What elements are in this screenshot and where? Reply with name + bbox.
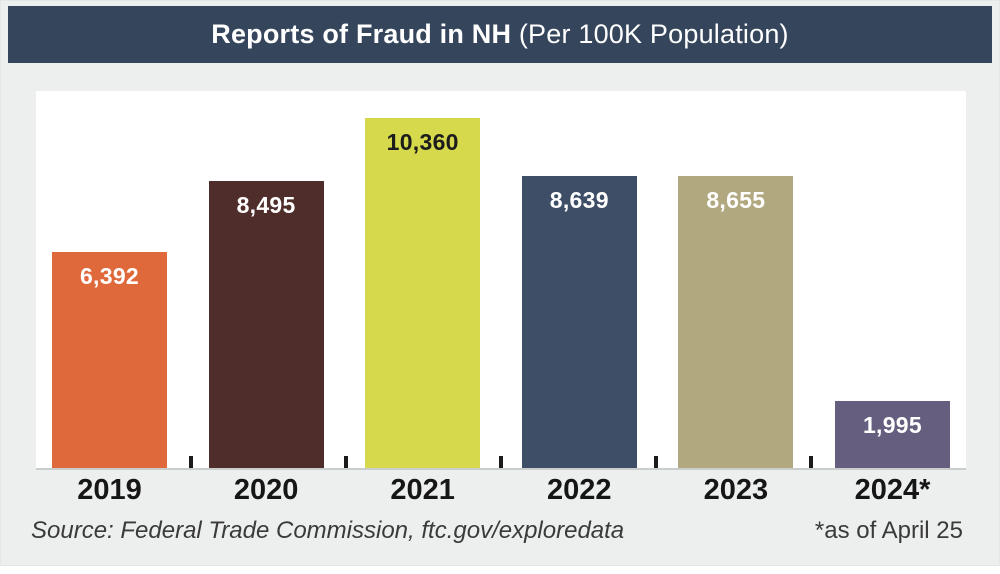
- bar: 8,495: [208, 181, 324, 468]
- bar-value-label: 8,639: [549, 187, 609, 213]
- axis-tick: [343, 456, 348, 468]
- x-axis-label: 2021: [390, 474, 455, 506]
- chart-title-bar: Reports of Fraud in NH (Per 100K Populat…: [8, 6, 992, 63]
- plot-area: 6,392 8,495 10,360 8,639 8,655 1,995: [36, 91, 966, 470]
- bar: 6,392: [52, 252, 167, 468]
- bar-group: 8,655: [678, 176, 794, 468]
- bar-value-label: 6,392: [79, 263, 140, 289]
- bar-value-label: 8,495: [236, 192, 296, 218]
- source-note: Source: Federal Trade Commission, ftc.go…: [31, 517, 625, 544]
- chart-subtitle: (Per 100K Population): [511, 19, 789, 49]
- bar: 10,360: [365, 118, 481, 468]
- asterisk-note: *as of April 25: [814, 517, 963, 544]
- bar-group: 1,995: [834, 401, 950, 468]
- axis-tick: [653, 456, 658, 468]
- x-axis-label: 2019: [77, 474, 142, 506]
- x-axis-labels: 2019 2020 2021 2022 2023 2024*: [36, 474, 966, 507]
- bar-group: 10,360: [365, 118, 481, 468]
- axis-tick: [499, 456, 503, 468]
- bar: 8,655: [678, 176, 794, 468]
- bar-group: 8,495: [208, 181, 324, 468]
- axis-tick: [188, 456, 193, 468]
- x-axis-label: 2022: [547, 474, 612, 506]
- bar-group: 6,392: [52, 252, 167, 468]
- bar-group: 8,639: [521, 176, 637, 468]
- bar-series: 6,392 8,495 10,360 8,639 8,655 1,995: [36, 91, 966, 468]
- bar-value-label: 1,995: [862, 412, 922, 438]
- bar: 1,995: [834, 401, 950, 468]
- x-axis-label: 2024*: [854, 474, 931, 506]
- chart-title: Reports of Fraud in NH: [211, 19, 512, 49]
- bar: 8,639: [521, 176, 637, 468]
- x-axis-label: 2020: [233, 474, 299, 506]
- bar-value-label: 10,360: [386, 129, 459, 155]
- x-axis-label: 2023: [703, 474, 769, 506]
- bar-value-label: 8,655: [706, 187, 766, 213]
- axis-tick: [809, 456, 813, 468]
